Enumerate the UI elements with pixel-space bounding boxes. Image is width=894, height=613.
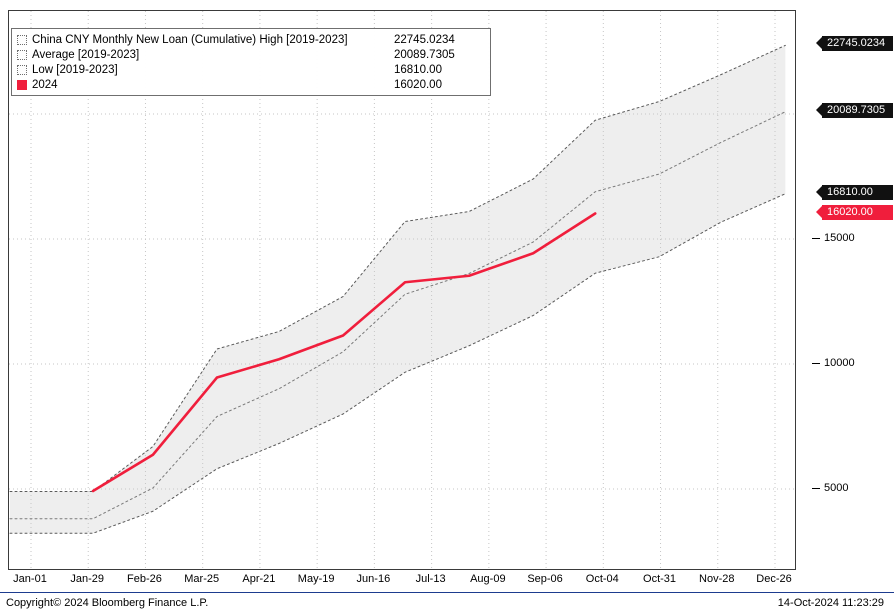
y-axis-tick: 5000 xyxy=(812,480,848,496)
legend-label: China CNY Monthly New Loan (Cumulative) … xyxy=(32,33,348,46)
y-axis-tick: 10000 xyxy=(812,355,855,371)
legend-value: 16810.00 xyxy=(394,63,442,76)
legend-item-low[interactable]: Low [2019-2023] 16810.00 xyxy=(17,62,485,77)
x-tick-label: Jan-29 xyxy=(70,573,105,585)
legend-value: 22745.0234 xyxy=(394,33,455,46)
low-line xyxy=(9,193,786,534)
x-tick-label: Aug-09 xyxy=(470,573,506,585)
y-axis: 15000 10000 5000 22745.0234 20089.7305 16810.… xyxy=(796,0,894,572)
x-tick-label: Nov-28 xyxy=(699,573,735,585)
x-tick-label: Apr-21 xyxy=(242,573,276,585)
x-tick-label: Sep-06 xyxy=(527,573,563,585)
copyright-text: Copyright© 2024 Bloomberg Finance L.P. xyxy=(6,597,209,609)
legend-item-2024[interactable]: 2024 16020.00 xyxy=(17,77,485,92)
band-swatch-icon xyxy=(17,49,27,60)
legend-label: Average [2019-2023] xyxy=(32,48,140,61)
tick-mark-icon xyxy=(812,487,820,489)
x-tick-label: Dec-26 xyxy=(756,573,792,585)
y-tick-label: 15000 xyxy=(824,232,855,244)
x-tick-label: Jun-16 xyxy=(356,573,391,585)
legend-item-average[interactable]: Average [2019-2023] 20089.7305 xyxy=(17,47,485,62)
x-axis: Jan-01 Jan-29 Feb-26 Mar-25 Apr-21 May-19 Jun-… xyxy=(8,571,796,591)
average-line xyxy=(9,111,786,520)
y-axis-badge-1681000: 16810.00 xyxy=(816,184,893,200)
band-swatch-icon xyxy=(17,34,27,45)
x-tick-label: May-19 xyxy=(297,573,335,585)
x-tick-label: Jan-01 xyxy=(13,573,47,585)
y-axis-badge-1602000: 16020.00 xyxy=(816,204,893,220)
y-axis-tick: 15000 xyxy=(812,230,855,246)
chart-canvas[interactable] xyxy=(9,11,797,571)
legend-value: 16020.00 xyxy=(394,78,442,91)
footer-bar: Copyright© 2024 Bloomberg Finance L.P. 1… xyxy=(0,592,894,613)
y-axis-badge-200897305: 20089.7305 xyxy=(816,102,893,118)
x-tick-label: Oct-31 xyxy=(643,573,677,585)
tick-mark-icon xyxy=(812,362,820,364)
band-swatch-icon xyxy=(17,64,27,75)
x-tick-label: Mar-25 xyxy=(184,573,220,585)
current-year-2024-line xyxy=(91,212,597,493)
timestamp-text: 14-Oct-2024 11:23:29 xyxy=(777,597,884,609)
x-tick-label: Oct-04 xyxy=(585,573,619,585)
tick-mark-icon xyxy=(812,237,820,239)
plot-area[interactable]: China CNY Monthly New Loan (Cumulative) … xyxy=(8,10,797,571)
red-series-swatch-icon xyxy=(17,79,27,90)
legend-value: 20089.7305 xyxy=(394,48,455,61)
y-tick-label: 5000 xyxy=(824,482,849,494)
legend-label: 2024 xyxy=(32,78,58,91)
legend-label: Low [2019-2023] xyxy=(32,63,118,76)
legend-item-high[interactable]: China CNY Monthly New Loan (Cumulative) … xyxy=(17,32,485,47)
x-tick-label: Jul-13 xyxy=(415,573,446,585)
x-tick-label: Feb-26 xyxy=(127,573,162,585)
y-tick-label: 10000 xyxy=(824,357,855,369)
y-axis-badge-227450234: 22745.0234 xyxy=(816,36,893,52)
legend-box: China CNY Monthly New Loan (Cumulative) … xyxy=(11,28,491,96)
